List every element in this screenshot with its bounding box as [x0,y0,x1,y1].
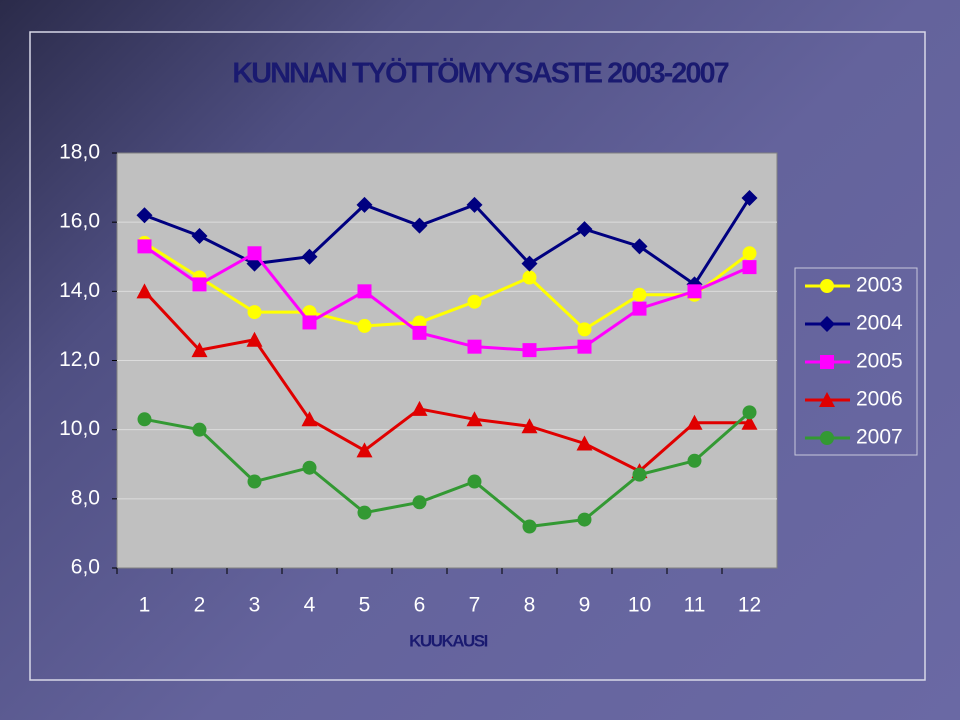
data-point [742,405,757,420]
x-tick-label: 3 [249,594,261,617]
data-point [687,453,702,468]
data-point [192,422,207,437]
data-point [247,474,262,489]
legend-label: 2004 [856,312,903,335]
data-point [411,400,428,416]
x-tick-label: 6 [414,594,426,617]
data-point [742,260,757,275]
x-tick-label: 2 [194,594,206,617]
data-point [467,474,482,489]
data-point [576,221,593,238]
x-tick-label: 8 [524,594,536,617]
data-point [137,412,152,427]
data-point [686,414,703,430]
data-point [302,460,317,475]
y-tick-label: 12,0 [59,348,100,371]
y-tick-label: 10,0 [59,417,100,440]
data-point [577,512,592,527]
data-point [632,467,647,482]
x-tick-label: 10 [628,594,651,617]
x-tick-label: 12 [738,594,761,617]
data-point [247,305,262,320]
data-point [357,318,372,333]
data-point [192,277,207,292]
data-point [687,284,702,299]
data-point [522,270,537,285]
x-tick-label: 5 [359,594,371,617]
data-point [522,343,537,358]
data-point [521,418,538,434]
data-point [521,255,538,272]
data-point [301,411,318,427]
y-tick-label: 6,0 [71,556,100,579]
legend-marker [820,431,834,445]
x-tick-label: 4 [304,594,316,617]
legend-marker [819,316,835,332]
chart-title: KUNNAN TYÖTTÖMYYSASTE 2003-2007 [232,57,728,90]
legend-marker [819,392,835,407]
series-line [143,241,751,332]
x-tick-label: 1 [139,594,151,617]
x-axis-title: KUUKAUSI [409,631,488,650]
data-point [466,411,483,427]
data-point [301,248,318,265]
data-point [137,239,152,254]
data-point [246,331,263,347]
frame [29,31,926,681]
data-point [191,342,208,358]
y-tick-label: 16,0 [59,210,100,233]
data-point [522,519,537,534]
legend-marker [820,279,834,293]
data-point [741,189,758,206]
data-point [411,217,428,234]
data-point [467,339,482,354]
data-point [577,339,592,354]
data-point [136,283,153,299]
data-point [247,246,262,261]
data-point [631,238,648,255]
data-point [191,228,208,244]
x-tick-label: 9 [579,594,591,617]
data-point [357,284,372,299]
data-point [741,414,758,430]
series-line [143,290,750,473]
data-point [632,301,647,316]
data-point [356,442,373,458]
y-tick-label: 8,0 [71,486,100,509]
data-point [412,325,427,340]
legend-label: 2005 [856,350,903,373]
data-point [467,294,482,309]
data-point [246,255,263,272]
data-point [357,505,372,520]
y-tick-label: 14,0 [59,279,100,302]
data-point [466,196,483,213]
data-point [356,196,373,213]
legend-box [794,267,918,456]
data-point [412,495,427,510]
legend-label: 2007 [856,426,903,449]
data-point [577,322,592,337]
data-point [302,315,317,330]
y-tick-label: 18,0 [59,141,100,164]
data-point [632,287,647,302]
legend-label: 2003 [856,274,903,297]
series-line [143,245,751,352]
x-tick-label: 11 [684,594,706,617]
legend-label: 2006 [856,388,903,411]
series-line [144,411,751,529]
legend-marker [820,355,834,369]
data-point [136,207,153,224]
data-point [742,246,757,261]
data-point [576,435,593,451]
x-tick-label: 7 [469,594,481,617]
